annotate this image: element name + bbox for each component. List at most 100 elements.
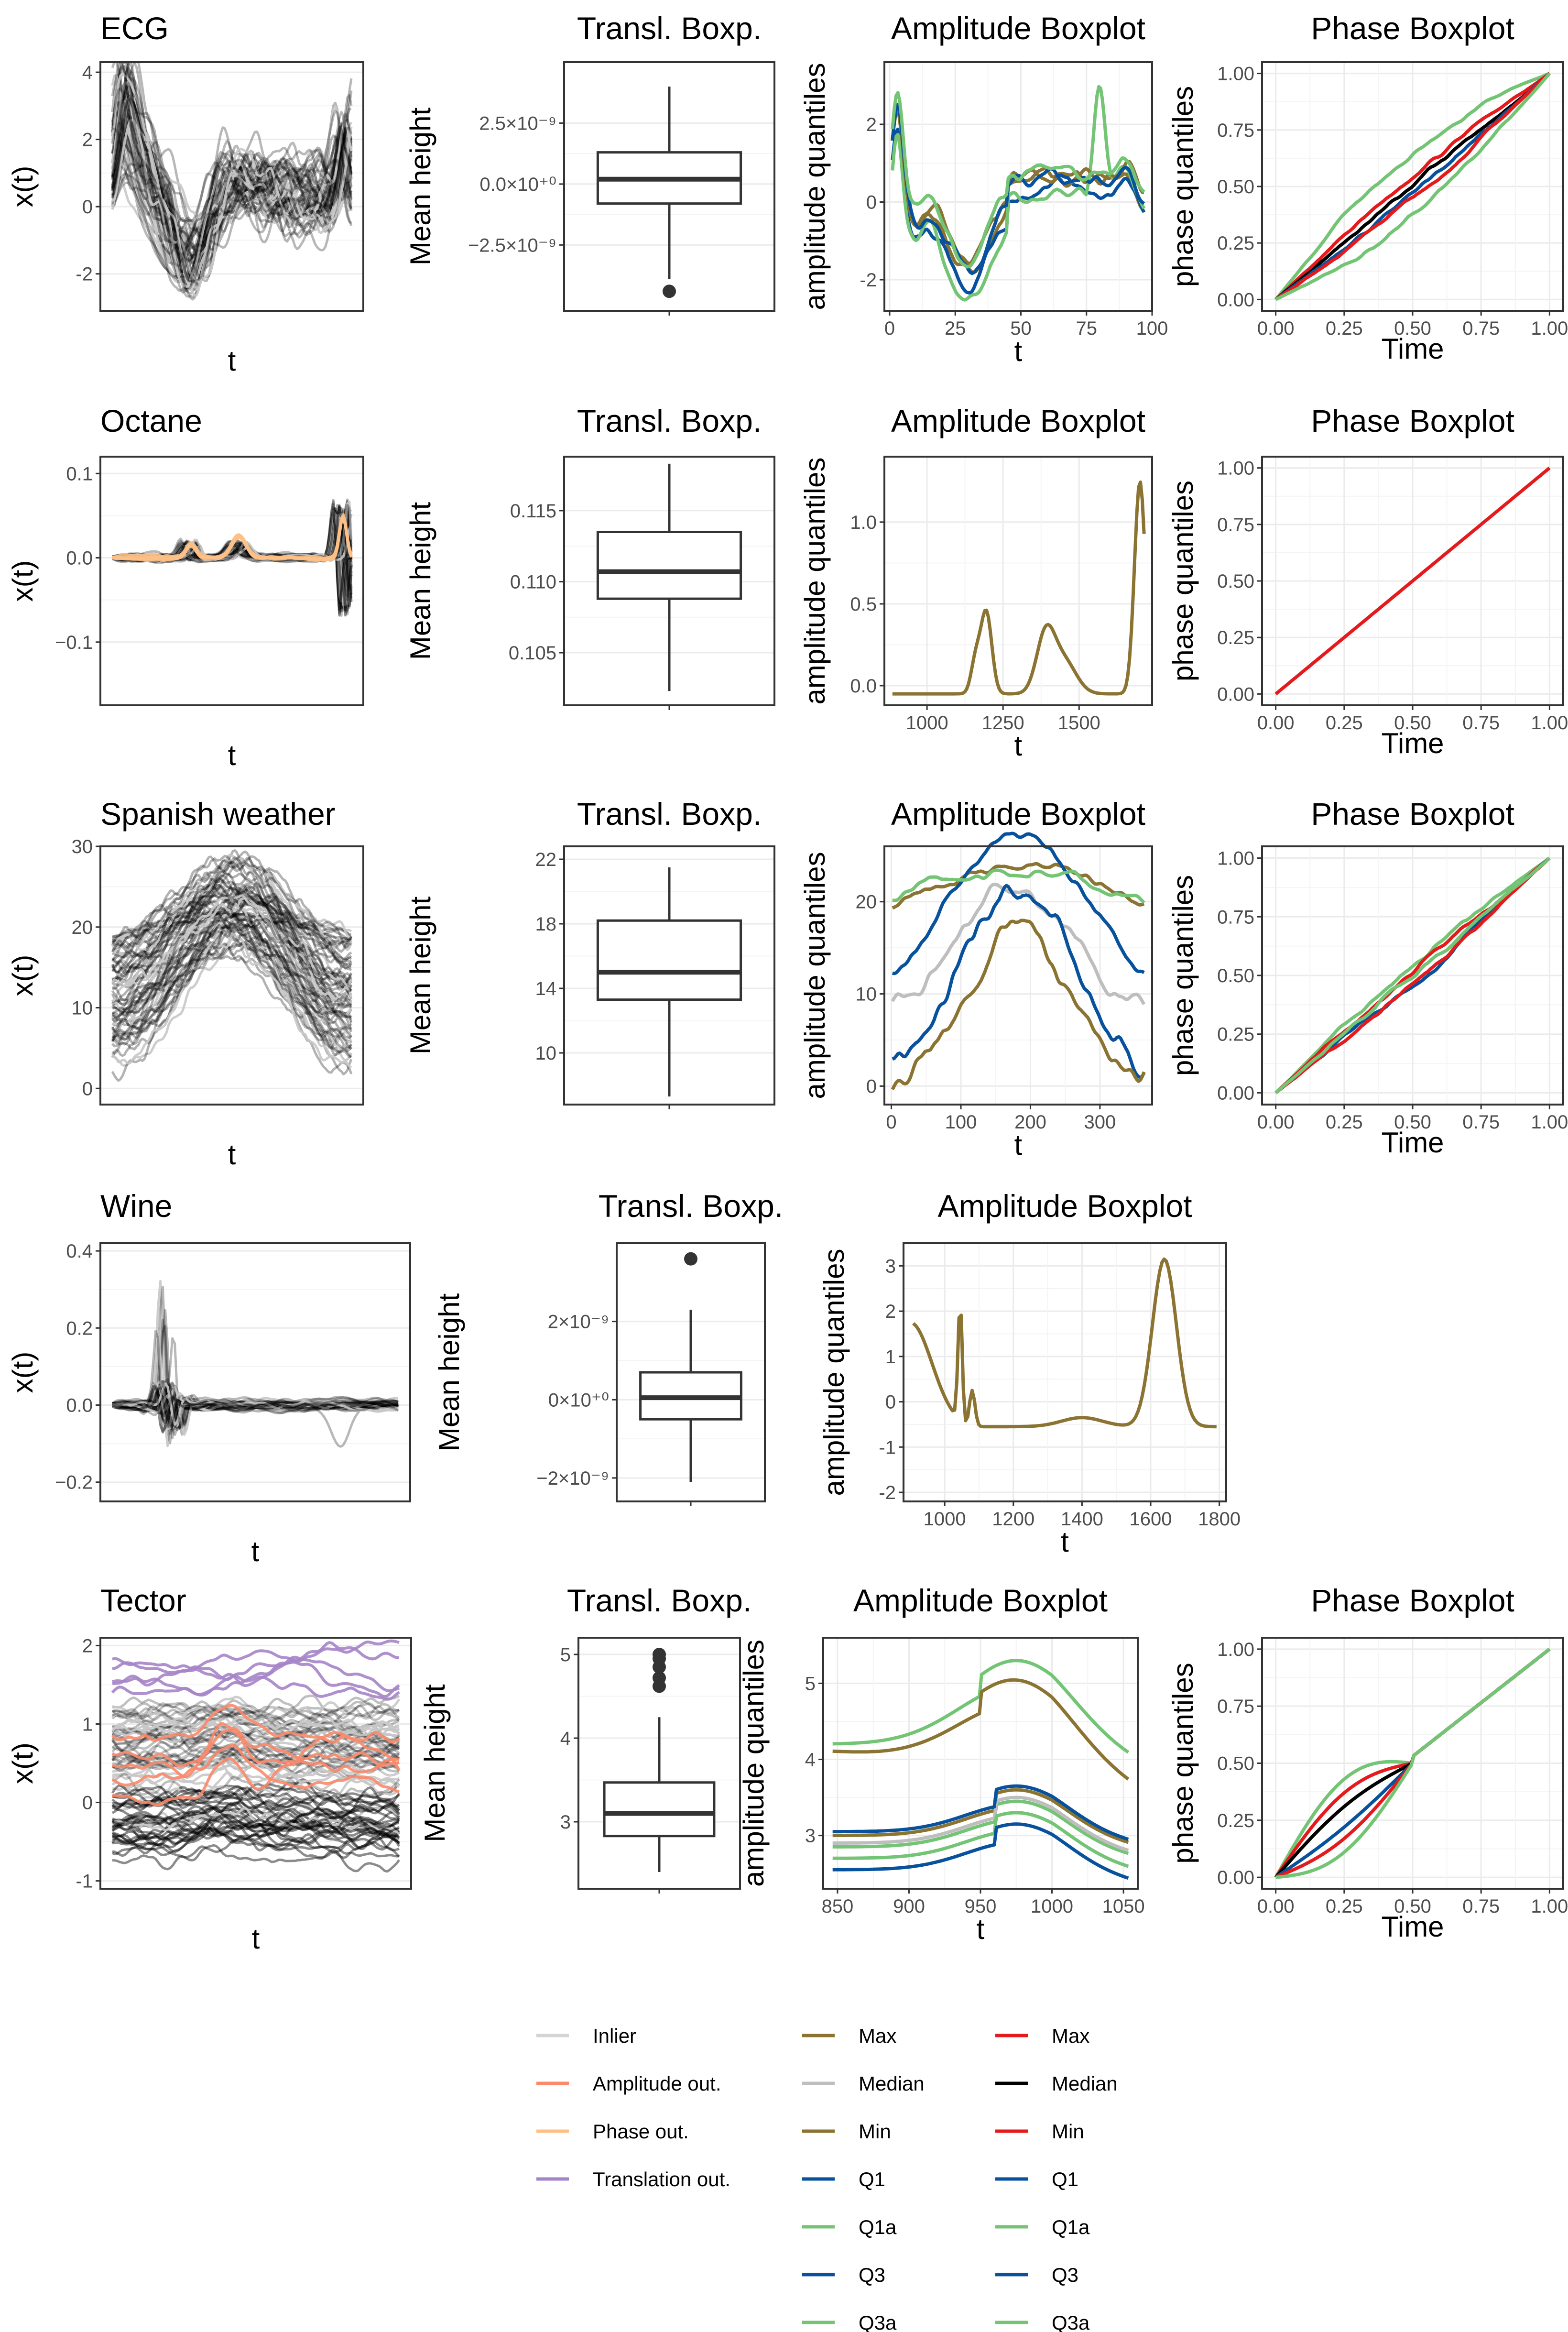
outlier-point (653, 1671, 666, 1685)
y-axis-label: x(t) (7, 166, 39, 208)
x-tick-label: 1000 (1031, 1896, 1073, 1917)
row-wine: Wine 0.4 0.2 0.0 −0.2 t x(t) Transl. Boxp. 2×10⁻… (7, 1188, 1241, 1567)
curve-line (111, 176, 353, 290)
translation-boxplot-panel: Transl. Boxp. 5 4 3 Mean height (419, 1583, 751, 1894)
amplitude-quantile-line (832, 1811, 1129, 1868)
phase-border (1261, 456, 1564, 706)
curve-line (112, 1764, 400, 1787)
curves-panel: Tector 2 1 0 -1 t x(t) (7, 1583, 412, 1955)
x-axis-label: t (1014, 730, 1023, 762)
x-tick-label: 1500 (1058, 712, 1100, 734)
y-tick-label: −0.1 (55, 632, 93, 653)
gridlines (1262, 457, 1563, 705)
iqr-box (596, 919, 742, 1001)
y-tick-label: 0.00 (1217, 289, 1254, 310)
legend-label: Max (859, 2025, 896, 2047)
curve-line (111, 94, 353, 264)
y-tick-label: −2×10⁻⁹ (536, 1468, 609, 1489)
curve-line (111, 85, 353, 271)
y-tick-label: 5 (805, 1673, 816, 1694)
x-axis-label: Time (1381, 1127, 1444, 1159)
legend-label: Q3 (1052, 2264, 1078, 2286)
x-tick-label: 0.00 (1257, 1896, 1295, 1917)
legend-label: Phase out. (593, 2120, 689, 2143)
y-tick-label: 1.00 (1217, 1639, 1254, 1660)
legend-item: Q1a (802, 2216, 897, 2238)
x-tick-label: 0.25 (1326, 712, 1363, 734)
y-tick-label: 0.75 (1217, 1696, 1254, 1717)
y-tick-label: −0.2 (55, 1472, 93, 1493)
x-axis-label: Time (1381, 333, 1444, 365)
x-tick-label: 1050 (1102, 1896, 1145, 1917)
panel-title: Amplitude Boxplot (891, 403, 1145, 438)
legend-label: Median (859, 2072, 925, 2095)
legend-label: Min (1052, 2120, 1084, 2143)
amplitude-border (883, 845, 1153, 1106)
y-axis-label: phase quantiles (1167, 86, 1199, 287)
curves-panel: Octane 0.1 0.0 −0.1 t x(t) (7, 403, 364, 771)
curve-lines (111, 1280, 399, 1448)
curve-line (112, 1380, 399, 1427)
legend-item: Phase out. (536, 2120, 689, 2143)
curve-line (112, 1793, 400, 1819)
curve-line (111, 109, 352, 239)
curve-line (111, 82, 353, 241)
y-tick-label: 2 (885, 1301, 896, 1322)
phase-boxplot-panel: Phase Boxplot 0.00 0.25 0.50 0.75 1.00 0.00 0.2… (1167, 796, 1568, 1159)
curve-line (111, 918, 352, 1015)
x-axis-label: t (1014, 335, 1023, 367)
x-axis-label: Time (1381, 727, 1444, 759)
curve-line (112, 856, 353, 958)
y-tick-label: 0.25 (1217, 233, 1254, 254)
amplitude-quantile-line (891, 919, 1146, 1091)
legend-label: Q3 (859, 2264, 885, 2286)
y-tick-label: 1.00 (1217, 64, 1254, 85)
curve-line (111, 861, 353, 959)
y-tick-label: 3 (885, 1256, 896, 1277)
curve-line (111, 1798, 401, 1819)
y-tick-label: 0.1 (66, 463, 93, 484)
curve-line (111, 925, 353, 1038)
curve-line (112, 1702, 400, 1727)
phase-quantile-line (1274, 72, 1551, 301)
legend-label: Q1a (859, 2216, 897, 2238)
y-axis-label: x(t) (7, 560, 39, 602)
curve-line (111, 93, 353, 251)
curve-line (112, 938, 353, 1044)
legend-item: Q1 (802, 2168, 885, 2190)
curve-line (111, 1805, 400, 1844)
y-tick-label: 4 (82, 62, 93, 83)
curve-line (112, 1382, 399, 1426)
y-tick-label: 3 (805, 1826, 816, 1847)
y-tick-label: 30 (72, 836, 93, 857)
legend-label: Q1a (1052, 2216, 1090, 2238)
amplitude-boxplot-panel: Amplitude Boxplot 5 4 3 850 900 950 1000 1050 t am… (738, 1583, 1145, 1945)
x-tick-label: 0.00 (1257, 1112, 1295, 1133)
curve-line (111, 859, 352, 964)
panel-title: Transl. Boxp. (577, 11, 762, 46)
curves-panel: Spanish weather 30 20 10 0 t x(t) (7, 796, 364, 1171)
outlier-curve (111, 1722, 400, 1768)
phase-quantile-line (1274, 856, 1551, 1094)
curve-line (111, 1829, 401, 1859)
x-tick-label: 0.50 (1394, 1896, 1431, 1917)
phase-quantile-line (1275, 1648, 1551, 1879)
x-tick-label: 1250 (982, 712, 1024, 734)
curve-line (111, 855, 352, 961)
x-axis-label: t (228, 345, 236, 377)
phase-boxplot-panel: Phase Boxplot 0.00 0.25 0.50 0.75 1.00 0.00 0.2… (1167, 11, 1568, 365)
curve-line (111, 1811, 400, 1841)
curve-line (111, 87, 352, 263)
panel-title: Amplitude Boxplot (938, 1188, 1192, 1224)
y-tick-label: -1 (76, 1871, 93, 1892)
curve-line (111, 1783, 400, 1818)
y-tick-label: 4 (560, 1728, 571, 1749)
amplitude-quantile-line (892, 868, 1145, 904)
legend-label: Q1 (1052, 2168, 1078, 2190)
panel-title: Transl. Boxp. (577, 403, 762, 438)
curve-line (111, 912, 352, 1015)
curve-line (112, 854, 353, 951)
outlier-curve (112, 1661, 400, 1698)
y-tick-label: 10 (535, 1043, 557, 1064)
curve-line (111, 855, 353, 948)
